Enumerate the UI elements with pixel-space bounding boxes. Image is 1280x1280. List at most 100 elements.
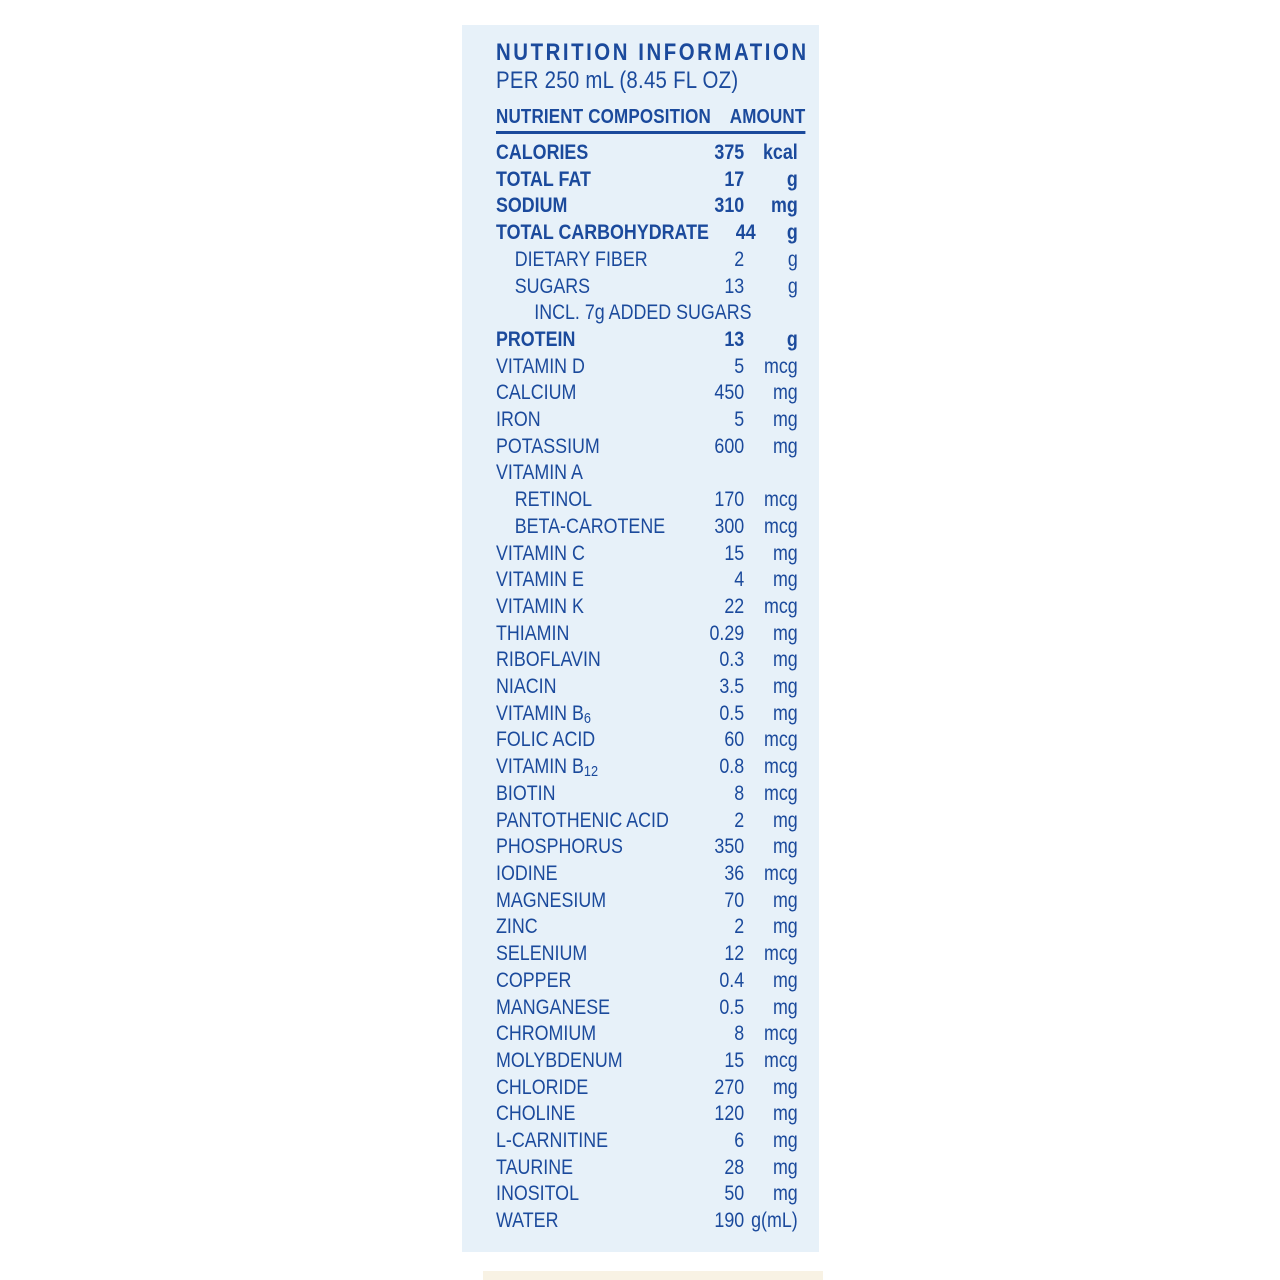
nutrient-value: 2 bbox=[734, 247, 745, 271]
nutrient-label: CALORIES bbox=[496, 141, 589, 164]
table-row: RETINOL 170 mcg bbox=[496, 487, 805, 514]
nutrient-value: 0.5 bbox=[719, 995, 745, 1019]
nutrient-unit: g bbox=[787, 247, 798, 271]
nutrient-value: 270 bbox=[714, 1075, 745, 1099]
nutrient-unit: mg bbox=[772, 915, 798, 939]
nutrient-value: 2 bbox=[734, 915, 745, 939]
column-header-amount: AMOUNT bbox=[729, 106, 806, 128]
nutrient-label: TAURINE bbox=[496, 1155, 574, 1179]
table-row: CALORIES 375 kcal bbox=[496, 140, 805, 167]
nutrient-label: VITAMIN C bbox=[496, 541, 585, 565]
nutrient-unit: mg bbox=[772, 675, 798, 699]
nutrient-value: 170 bbox=[714, 488, 745, 512]
nutrient-value: 600 bbox=[714, 434, 745, 458]
header-divider bbox=[496, 131, 806, 134]
nutrient-value: 0.5 bbox=[719, 701, 745, 725]
nutrient-value: 0.4 bbox=[719, 968, 745, 992]
table-row: CHROMIUM 8 mcg bbox=[496, 1021, 805, 1048]
nutrient-label: TOTAL FAT bbox=[496, 167, 591, 191]
nutrient-unit: mg bbox=[772, 968, 798, 992]
nutrient-value: 12 bbox=[724, 942, 745, 966]
nutrient-unit: mcg bbox=[764, 488, 798, 512]
nutrient-value: 3.5 bbox=[719, 675, 745, 699]
table-row: THIAMIN 0.29 mg bbox=[496, 621, 805, 648]
nutrient-label: VITAMIN B6 bbox=[496, 701, 592, 727]
nutrient-unit: mcg bbox=[764, 942, 798, 966]
nutrient-value: 13 bbox=[724, 327, 745, 351]
nutrient-unit: mcg bbox=[764, 514, 798, 538]
nutrient-unit: mcg bbox=[764, 755, 798, 779]
nutrient-unit: mcg bbox=[764, 1048, 798, 1072]
nutrient-label: RETINOL bbox=[514, 488, 593, 512]
bottom-shadow bbox=[483, 1271, 823, 1280]
nutrient-value: 6 bbox=[734, 1129, 745, 1153]
table-row: PROTEIN 13 g bbox=[496, 327, 805, 354]
nutrient-unit bbox=[776, 300, 798, 327]
table-row: ZINC 2 mg bbox=[496, 914, 805, 941]
nutrient-label-subscript: 12 bbox=[583, 763, 599, 781]
nutrient-label: INCL. 7g ADDED SUGARS bbox=[534, 301, 752, 325]
nutrient-unit: mg bbox=[772, 621, 798, 645]
nutrient-value: 13 bbox=[724, 274, 745, 298]
table-row: BIOTIN 8 mcg bbox=[496, 781, 805, 808]
nutrient-label: VITAMIN A bbox=[496, 461, 583, 485]
nutrient-label: SODIUM bbox=[496, 194, 568, 218]
table-row: VITAMIN B12 0.8 mcg bbox=[496, 754, 805, 781]
nutrient-label: ZINC bbox=[496, 915, 538, 939]
nutrient-value: 36 bbox=[724, 861, 745, 885]
nutrient-label: L-CARNITINE bbox=[496, 1129, 609, 1153]
nutrient-unit: mg bbox=[772, 434, 798, 458]
table-row: RIBOFLAVIN 0.3 mg bbox=[496, 647, 805, 674]
nutrient-label: THIAMIN bbox=[496, 621, 570, 645]
nutrient-label: VITAMIN K bbox=[496, 594, 584, 618]
nutrient-label: PANTOTHENIC ACID bbox=[496, 808, 669, 832]
nutrient-label: WATER bbox=[496, 1209, 559, 1233]
table-row: TOTAL FAT 17 g bbox=[496, 167, 805, 194]
nutrient-label: FOLIC ACID bbox=[496, 728, 596, 752]
table-row: PHOSPHORUS 350 mg bbox=[496, 834, 805, 861]
nutrient-unit: mg bbox=[772, 888, 798, 912]
nutrient-label: INOSITOL bbox=[496, 1182, 579, 1206]
panel-title: NUTRITION INFORMATION bbox=[496, 39, 809, 66]
table-row: VITAMIN C 15 mg bbox=[496, 541, 805, 568]
table-row: WATER 190 g(mL) bbox=[496, 1208, 805, 1235]
nutrient-unit: mg bbox=[770, 194, 798, 218]
nutrient-label: MOLYBDENUM bbox=[496, 1048, 623, 1072]
nutrient-label: MAGNESIUM bbox=[496, 888, 607, 912]
nutrient-value: 15 bbox=[724, 541, 745, 565]
nutrient-value: 2 bbox=[734, 808, 745, 832]
nutrient-unit: mcg bbox=[764, 1022, 798, 1046]
nutrient-unit: mcg bbox=[764, 861, 798, 885]
nutrient-label: BETA-CAROTENE bbox=[514, 514, 666, 538]
table-row: BETA-CAROTENE 300 mcg bbox=[496, 514, 805, 541]
table-row: VITAMIN E 4 mg bbox=[496, 567, 805, 594]
nutrient-label: CHROMIUM bbox=[496, 1022, 597, 1046]
nutrient-value: 0.3 bbox=[719, 648, 745, 672]
nutrient-value: 4 bbox=[734, 568, 745, 592]
table-row: TOTAL CARBOHYDRATE 44 g bbox=[496, 220, 805, 247]
nutrient-unit bbox=[744, 460, 798, 487]
nutrient-label: CALCIUM bbox=[496, 381, 577, 405]
nutrient-value: 17 bbox=[724, 167, 745, 191]
table-row: L-CARNITINE 6 mg bbox=[496, 1128, 805, 1155]
nutrient-unit: g bbox=[786, 221, 798, 245]
serving-size: PER 250 mL (8.45 FL OZ) bbox=[496, 67, 739, 94]
nutrient-unit: mcg bbox=[764, 594, 798, 618]
nutrient-label: BIOTIN bbox=[496, 781, 556, 805]
nutrient-unit: mg bbox=[772, 381, 798, 405]
table-row: MAGNESIUM 70 mg bbox=[496, 888, 805, 915]
nutrient-value: 375 bbox=[714, 141, 745, 164]
table-row: TAURINE 28 mg bbox=[496, 1155, 805, 1182]
nutrient-unit: mg bbox=[772, 1075, 798, 1099]
nutrient-label: VITAMIN B12 bbox=[496, 755, 599, 781]
nutrient-unit: g bbox=[786, 327, 798, 351]
table-row: CHLORIDE 270 mg bbox=[496, 1075, 805, 1102]
table-row: IODINE 36 mcg bbox=[496, 861, 805, 888]
nutrient-value: 120 bbox=[714, 1102, 745, 1126]
nutrient-label: MANGANESE bbox=[496, 995, 611, 1019]
table-row: SELENIUM 12 mcg bbox=[496, 941, 805, 968]
table-row: SUGARS 13 g bbox=[496, 274, 805, 301]
nutrient-value: 50 bbox=[724, 1182, 745, 1206]
table-row: DIETARY FIBER 2 g bbox=[496, 247, 805, 274]
nutrient-value: 15 bbox=[724, 1048, 745, 1072]
